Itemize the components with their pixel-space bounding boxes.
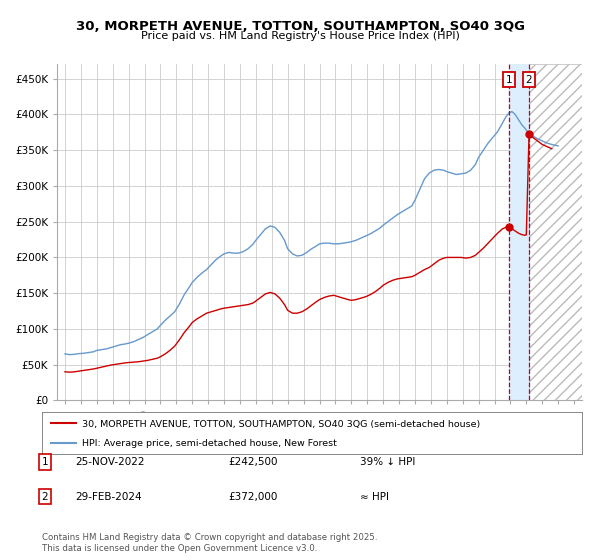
Text: £372,000: £372,000 xyxy=(228,492,277,502)
Text: Contains HM Land Registry data © Crown copyright and database right 2025.
This d: Contains HM Land Registry data © Crown c… xyxy=(42,533,377,553)
Text: 25-NOV-2022: 25-NOV-2022 xyxy=(75,457,145,467)
Text: Price paid vs. HM Land Registry's House Price Index (HPI): Price paid vs. HM Land Registry's House … xyxy=(140,31,460,41)
Text: 1: 1 xyxy=(506,74,512,85)
Text: 2: 2 xyxy=(526,74,532,85)
Text: ≈ HPI: ≈ HPI xyxy=(360,492,389,502)
Text: 29-FEB-2024: 29-FEB-2024 xyxy=(75,492,142,502)
Bar xyxy=(509,64,529,400)
Text: £242,500: £242,500 xyxy=(228,457,277,467)
Bar xyxy=(529,64,582,400)
Text: 39% ↓ HPI: 39% ↓ HPI xyxy=(360,457,415,467)
Text: 30, MORPETH AVENUE, TOTTON, SOUTHAMPTON, SO40 3QG (semi-detached house): 30, MORPETH AVENUE, TOTTON, SOUTHAMPTON,… xyxy=(83,419,481,429)
Text: 2: 2 xyxy=(41,492,49,502)
Text: HPI: Average price, semi-detached house, New Forest: HPI: Average price, semi-detached house,… xyxy=(83,440,337,449)
Text: 1: 1 xyxy=(41,457,49,467)
Text: 30, MORPETH AVENUE, TOTTON, SOUTHAMPTON, SO40 3QG: 30, MORPETH AVENUE, TOTTON, SOUTHAMPTON,… xyxy=(76,20,524,32)
